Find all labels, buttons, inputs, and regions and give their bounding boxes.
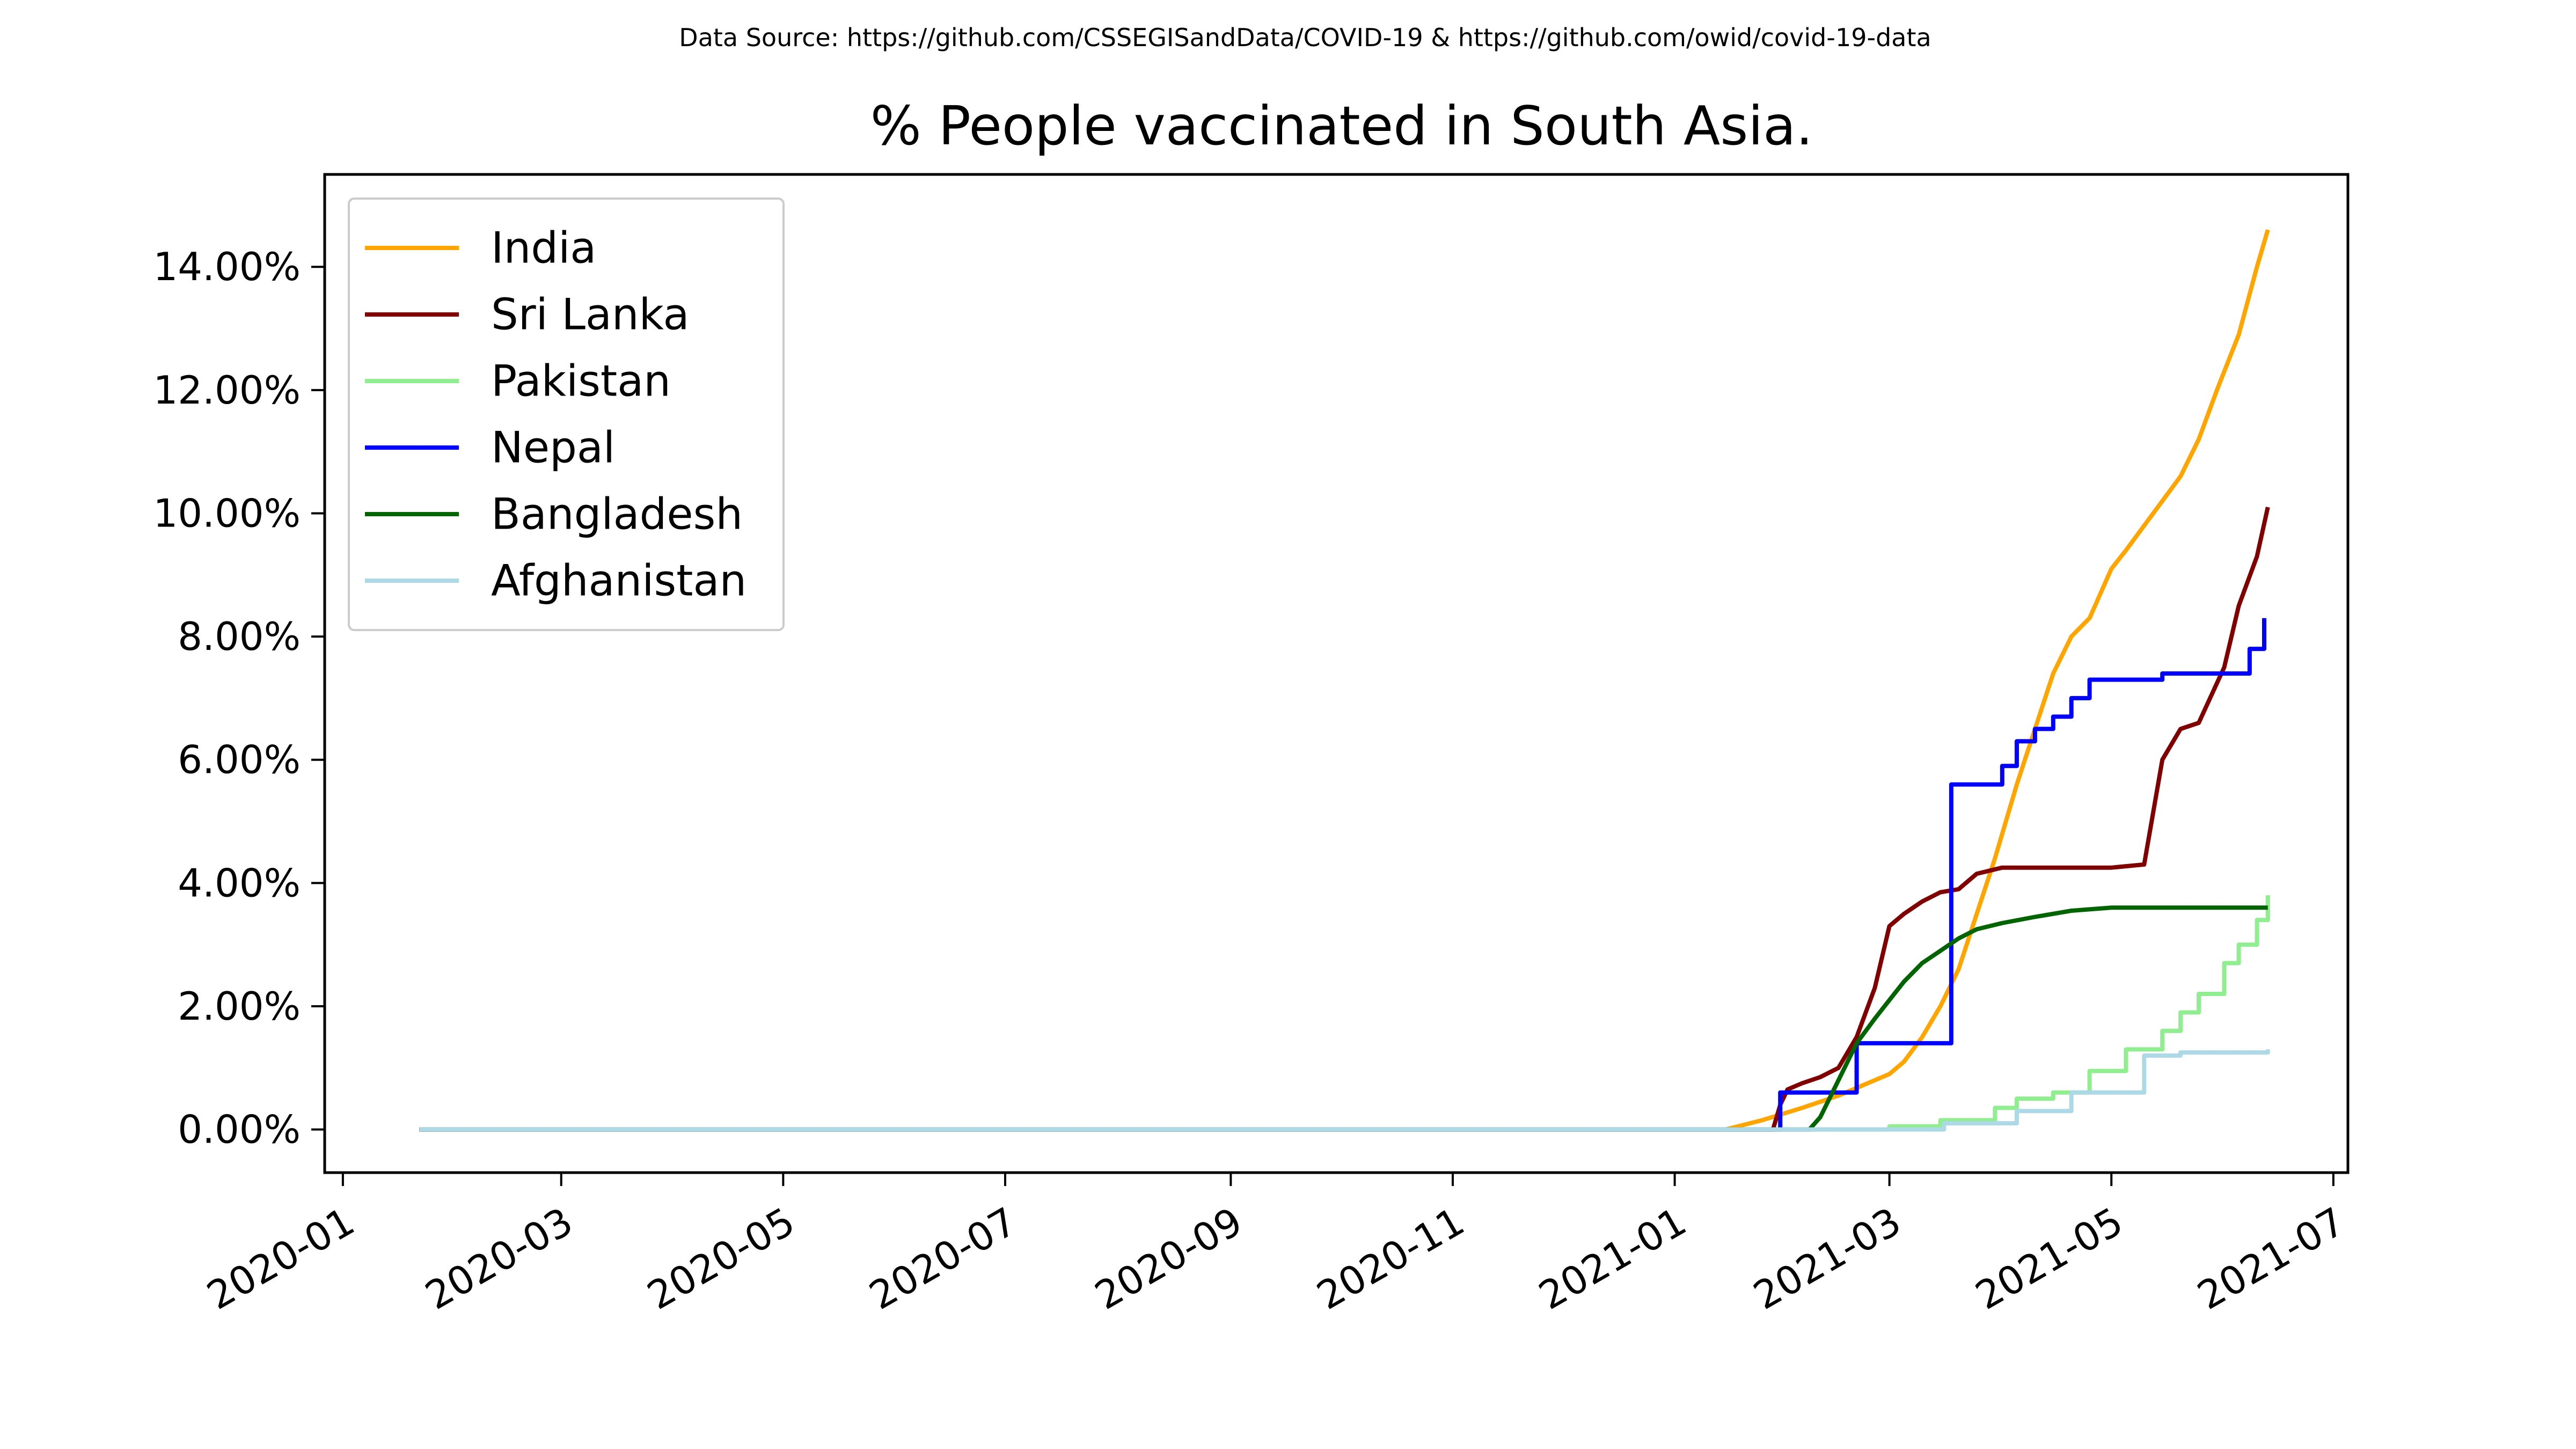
plot-frame (323, 173, 2350, 1174)
x-tick-label: 2020-03 (418, 1198, 580, 1318)
series-line-sri-lanka (419, 507, 2270, 1132)
y-tick-label: 8.00% (178, 614, 301, 659)
x-tick-label: 2021-03 (1746, 1198, 1908, 1318)
series-line-afghanistan (419, 1049, 2270, 1132)
data-source-note: Data Source: https://github.com/CSSEGISa… (679, 23, 1931, 52)
chart-title: % People vaccinated in South Asia. (870, 94, 1813, 157)
y-tick-label: 14.00% (153, 244, 301, 289)
x-tick-label: 2021-07 (2190, 1198, 2353, 1318)
x-tick-label: 2020-01 (200, 1198, 362, 1318)
x-tick-label: 2020-11 (1309, 1198, 1472, 1318)
legend-label: India (491, 223, 596, 273)
legend-label: Bangladesh (491, 489, 743, 539)
legend-label: Sri Lanka (491, 290, 690, 340)
y-tick-label: 6.00% (178, 737, 301, 782)
x-tick-label: 2021-05 (1968, 1198, 2131, 1318)
y-axis: 0.00% 2.00% 4.00% 6.00% 8.00% 10.00% 12.00% 14.… (153, 244, 325, 1152)
legend-label: Pakistan (491, 356, 671, 406)
x-tick-label: 2020-05 (640, 1198, 802, 1318)
x-tick-label: 2021-01 (1531, 1198, 1694, 1318)
series-line-nepal (419, 618, 2266, 1132)
series-line-bangladesh (419, 905, 2268, 1132)
y-tick-label: 4.00% (178, 860, 301, 905)
legend-label: Nepal (491, 423, 615, 473)
y-tick-label: 0.00% (178, 1107, 301, 1152)
y-tick-label: 10.00% (153, 491, 301, 536)
series-line-pakistan (419, 895, 2270, 1132)
legend: India Sri Lanka Pakistan Nepal Bangladesh Afg… (348, 197, 785, 631)
y-tick-label: 12.00% (153, 368, 301, 413)
series-layer (419, 229, 2270, 1132)
x-tick-label: 2020-09 (1087, 1198, 1250, 1318)
y-tick-label: 2.00% (178, 984, 301, 1029)
legend-label: Afghanistan (491, 556, 747, 606)
legend-box (348, 197, 785, 631)
x-tick-label: 2020-07 (862, 1198, 1024, 1318)
x-axis: 2020-01 2020-03 2020-05 2020-07 2020-09 2020-… (200, 1173, 2353, 1319)
